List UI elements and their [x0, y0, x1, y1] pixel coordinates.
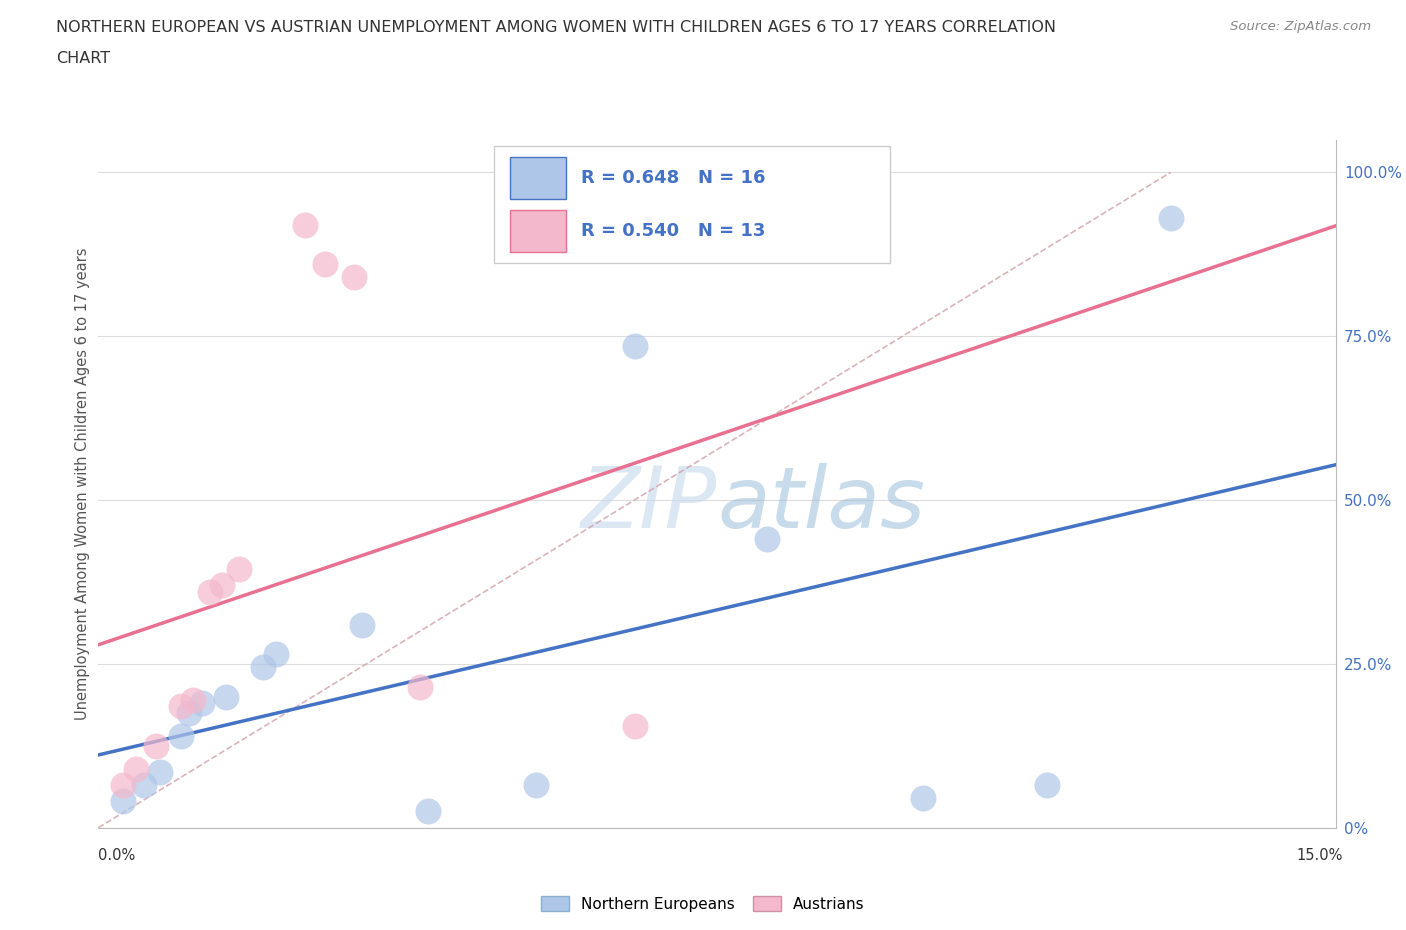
- Point: [198, 584, 221, 599]
- Point: [149, 764, 172, 779]
- Point: [228, 562, 250, 577]
- Point: [1036, 777, 1059, 792]
- Point: [409, 679, 432, 694]
- Point: [264, 646, 287, 661]
- Point: [190, 696, 212, 711]
- Text: 15.0%: 15.0%: [1296, 848, 1343, 863]
- Text: Source: ZipAtlas.com: Source: ZipAtlas.com: [1230, 20, 1371, 33]
- Point: [132, 777, 155, 792]
- Point: [1160, 211, 1182, 226]
- Point: [170, 728, 193, 743]
- Point: [211, 578, 233, 592]
- Point: [112, 777, 135, 792]
- Point: [418, 804, 440, 818]
- Text: ZIP: ZIP: [581, 463, 717, 546]
- Point: [179, 706, 201, 721]
- Point: [252, 659, 274, 674]
- Point: [170, 699, 193, 714]
- Point: [623, 339, 645, 353]
- Point: [912, 790, 935, 805]
- Text: NORTHERN EUROPEAN VS AUSTRIAN UNEMPLOYMENT AMONG WOMEN WITH CHILDREN AGES 6 TO 1: NORTHERN EUROPEAN VS AUSTRIAN UNEMPLOYME…: [56, 20, 1056, 35]
- Text: atlas: atlas: [717, 463, 925, 546]
- Point: [112, 794, 135, 809]
- Point: [623, 719, 645, 734]
- Text: 0.0%: 0.0%: [98, 848, 135, 863]
- Y-axis label: Unemployment Among Women with Children Ages 6 to 17 years: Unemployment Among Women with Children A…: [75, 247, 90, 720]
- Point: [294, 218, 316, 232]
- Point: [314, 257, 336, 272]
- Point: [145, 738, 167, 753]
- Point: [215, 689, 238, 704]
- Point: [343, 270, 366, 285]
- Point: [524, 777, 547, 792]
- Point: [124, 762, 146, 777]
- Point: [352, 618, 374, 632]
- Legend: Northern Europeans, Austrians: Northern Europeans, Austrians: [536, 889, 870, 918]
- Point: [181, 693, 204, 708]
- Text: CHART: CHART: [56, 51, 110, 66]
- Point: [755, 532, 778, 547]
